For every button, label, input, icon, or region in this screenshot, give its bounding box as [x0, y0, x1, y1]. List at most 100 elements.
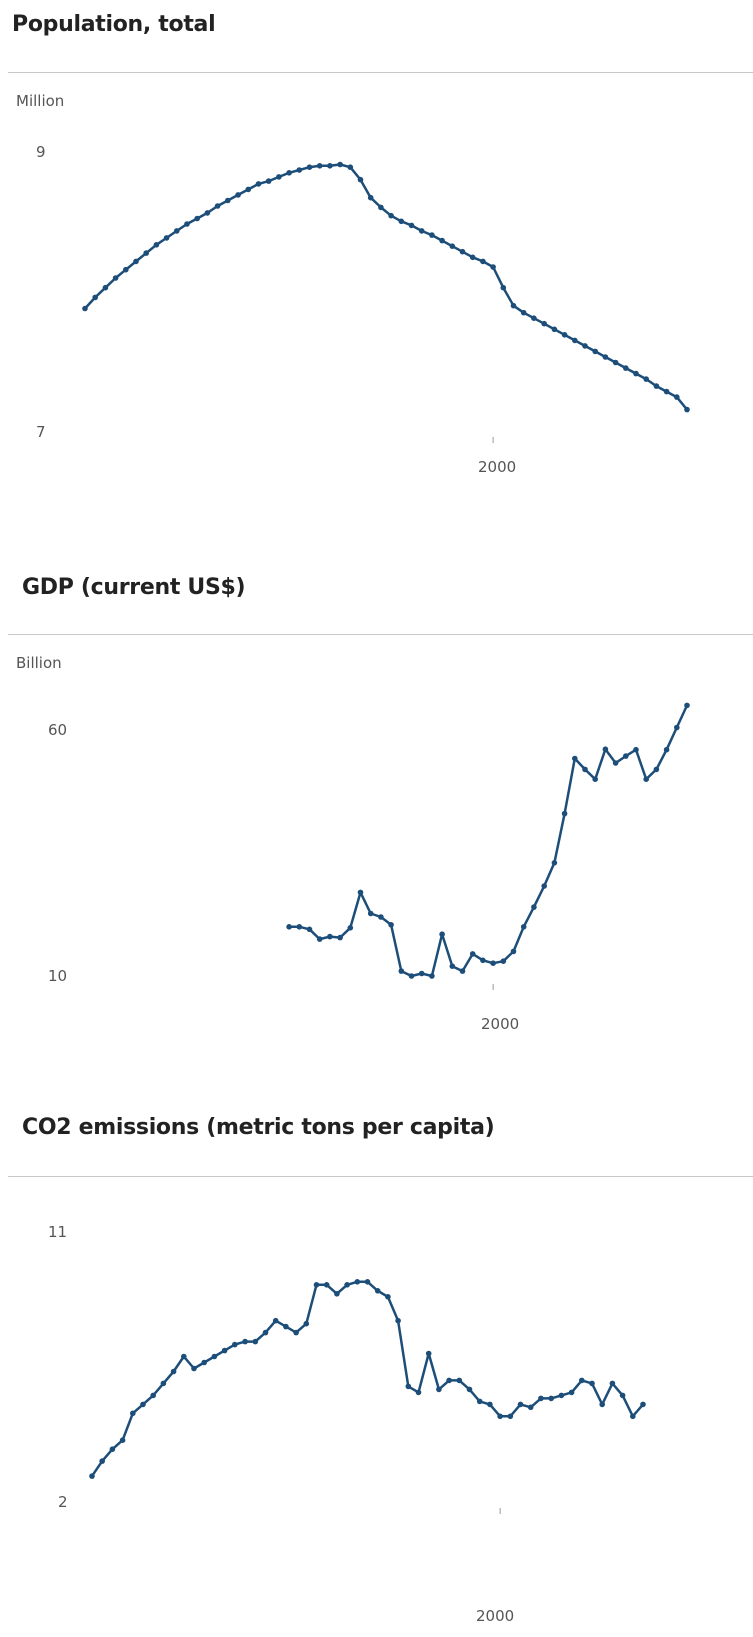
data-point[interactable]: [599, 1401, 605, 1408]
data-point[interactable]: [459, 248, 466, 255]
data-point[interactable]: [316, 936, 323, 942]
data-point[interactable]: [520, 924, 527, 930]
data-point[interactable]: [674, 394, 680, 400]
data-point[interactable]: [558, 1392, 565, 1399]
data-point[interactable]: [480, 258, 486, 265]
data-point[interactable]: [602, 746, 609, 752]
data-point[interactable]: [551, 860, 558, 866]
data-point[interactable]: [589, 1380, 595, 1387]
data-point[interactable]: [429, 232, 435, 238]
data-point[interactable]: [296, 167, 303, 173]
data-point[interactable]: [286, 924, 292, 930]
data-point[interactable]: [643, 776, 649, 782]
data-point[interactable]: [446, 1377, 452, 1384]
data-point[interactable]: [395, 1317, 401, 1324]
data-point[interactable]: [439, 237, 445, 244]
data-point[interactable]: [323, 1282, 330, 1288]
data-point[interactable]: [612, 760, 619, 766]
data-point[interactable]: [347, 925, 354, 931]
data-point[interactable]: [466, 1386, 473, 1393]
data-point[interactable]: [334, 1291, 340, 1297]
data-point[interactable]: [439, 931, 445, 937]
data-point[interactable]: [653, 383, 660, 389]
data-point[interactable]: [191, 1365, 197, 1372]
data-point[interactable]: [283, 1323, 289, 1330]
data-point[interactable]: [459, 968, 466, 974]
data-point[interactable]: [194, 215, 200, 222]
data-point[interactable]: [500, 284, 507, 291]
data-point[interactable]: [174, 228, 180, 234]
data-point[interactable]: [153, 242, 160, 248]
data-point[interactable]: [242, 1338, 248, 1345]
data-point[interactable]: [531, 315, 537, 322]
data-point[interactable]: [490, 960, 496, 966]
data-point[interactable]: [408, 222, 415, 229]
data-point[interactable]: [674, 724, 680, 731]
data-point[interactable]: [364, 1279, 371, 1285]
data-point[interactable]: [531, 904, 537, 910]
data-point[interactable]: [429, 973, 435, 979]
data-point[interactable]: [480, 957, 486, 964]
data-point[interactable]: [507, 1413, 514, 1420]
data-point[interactable]: [623, 365, 629, 371]
data-point[interactable]: [347, 164, 354, 170]
data-point[interactable]: [265, 178, 272, 184]
data-point[interactable]: [510, 302, 517, 309]
data-point[interactable]: [500, 958, 507, 964]
data-point[interactable]: [623, 753, 629, 759]
data-point[interactable]: [112, 275, 119, 281]
data-point[interactable]: [418, 970, 425, 977]
data-point[interactable]: [327, 933, 333, 940]
data-point[interactable]: [388, 212, 394, 219]
data-point[interactable]: [262, 1329, 269, 1336]
data-point[interactable]: [551, 326, 558, 333]
data-point[interactable]: [337, 934, 343, 941]
data-point[interactable]: [143, 250, 149, 256]
data-point[interactable]: [109, 1446, 116, 1452]
data-point[interactable]: [354, 1279, 361, 1285]
data-point[interactable]: [436, 1386, 442, 1393]
data-point[interactable]: [316, 163, 323, 169]
data-point[interactable]: [357, 889, 364, 896]
data-point[interactable]: [245, 186, 252, 193]
data-point[interactable]: [612, 359, 619, 366]
data-point[interactable]: [425, 1350, 432, 1357]
data-point[interactable]: [449, 963, 456, 969]
data-point[interactable]: [520, 309, 527, 316]
data-point[interactable]: [609, 1380, 616, 1387]
data-point[interactable]: [663, 388, 670, 395]
data-point[interactable]: [405, 1383, 412, 1390]
data-point[interactable]: [456, 1377, 463, 1384]
data-point[interactable]: [225, 197, 231, 204]
data-point[interactable]: [252, 1338, 259, 1345]
data-point[interactable]: [214, 203, 221, 209]
data-point[interactable]: [232, 1341, 238, 1348]
data-point[interactable]: [490, 264, 496, 270]
data-point[interactable]: [663, 746, 670, 753]
data-point[interactable]: [378, 204, 384, 211]
data-point[interactable]: [497, 1413, 503, 1420]
data-point[interactable]: [313, 1282, 320, 1288]
data-point[interactable]: [184, 221, 190, 227]
data-point[interactable]: [684, 702, 690, 709]
data-point[interactable]: [476, 1398, 483, 1405]
data-point[interactable]: [619, 1392, 626, 1399]
data-point[interactable]: [684, 406, 690, 413]
data-point[interactable]: [582, 343, 588, 349]
data-point[interactable]: [150, 1392, 156, 1399]
data-point[interactable]: [602, 354, 609, 360]
data-point[interactable]: [408, 973, 415, 979]
data-point[interactable]: [357, 176, 364, 183]
data-point[interactable]: [561, 332, 568, 338]
data-point[interactable]: [367, 910, 374, 917]
data-point[interactable]: [517, 1401, 524, 1408]
data-point[interactable]: [92, 294, 98, 301]
data-point[interactable]: [527, 1404, 534, 1411]
data-point[interactable]: [99, 1458, 105, 1464]
data-point[interactable]: [130, 1410, 136, 1417]
data-point[interactable]: [469, 254, 476, 261]
data-point[interactable]: [378, 914, 384, 920]
data-point[interactable]: [337, 161, 343, 168]
data-point[interactable]: [201, 1359, 207, 1366]
data-point[interactable]: [276, 174, 282, 180]
